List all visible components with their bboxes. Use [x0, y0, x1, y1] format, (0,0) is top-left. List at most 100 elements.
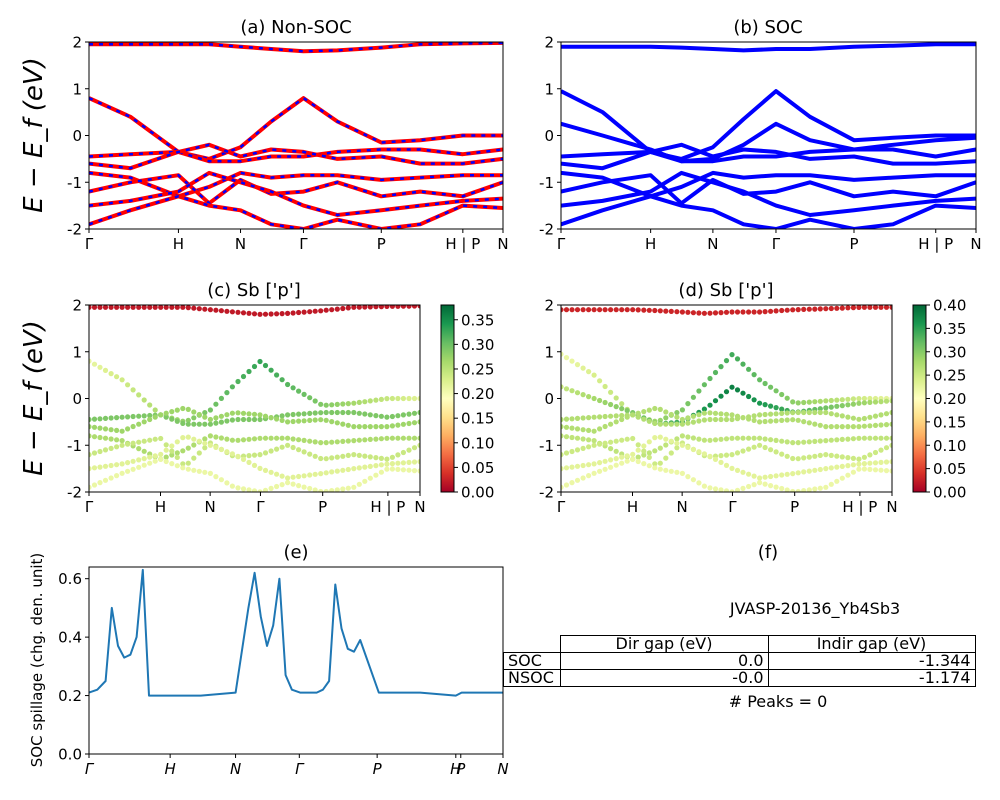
band-point: [136, 446, 142, 452]
band-point: [861, 415, 868, 422]
band-point: [563, 307, 570, 313]
band-point: [108, 427, 114, 433]
band-point: [806, 399, 812, 405]
band-point: [384, 461, 390, 467]
band-point: [262, 467, 269, 473]
band-point: [378, 469, 384, 475]
band-point: [290, 436, 296, 442]
band-point: [834, 464, 840, 470]
band-point: [652, 461, 658, 467]
band-point: [351, 409, 357, 416]
band-point: [679, 470, 686, 476]
band-point: [586, 437, 592, 443]
band-point: [406, 447, 412, 453]
band-point: [867, 305, 873, 310]
band-point: [597, 460, 603, 466]
band-point: [674, 421, 680, 427]
band-point: [296, 309, 302, 316]
band-point: [246, 436, 252, 442]
band-point: [329, 419, 335, 425]
band-point: [274, 416, 280, 422]
band-point: [635, 414, 641, 420]
band-point: [773, 308, 779, 314]
band-point: [574, 477, 581, 483]
panel-a-bands: [89, 42, 503, 229]
band-point: [202, 414, 208, 420]
indir-gap-value: -1.344: [767, 652, 976, 670]
band-point: [147, 412, 153, 419]
band-point: [768, 447, 774, 453]
band-point: [169, 448, 175, 454]
band-point: [613, 462, 619, 468]
band-point: [141, 438, 147, 444]
band-point: [779, 485, 785, 492]
band-point: [569, 416, 575, 422]
band-point: [801, 399, 807, 406]
panel-e-frame: [88, 566, 504, 755]
x-tick-label: Γ: [772, 235, 781, 253]
panel-d-title: (d) Sb ['p']: [678, 280, 773, 301]
band-point: [591, 307, 597, 313]
band-point: [663, 409, 669, 415]
band-point: [872, 460, 879, 466]
band-point: [784, 471, 790, 477]
band-point: [268, 367, 274, 373]
band-point: [574, 362, 581, 368]
peaks-label: # Peaks = 0: [729, 692, 828, 711]
band-point: [823, 306, 829, 312]
band-point: [224, 418, 230, 424]
band-point: [768, 403, 774, 409]
band-point: [240, 310, 247, 316]
band-point: [757, 442, 763, 448]
band-point: [712, 398, 719, 404]
band-point: [823, 405, 829, 411]
band-point: [685, 444, 691, 450]
band-point: [790, 410, 796, 416]
band-point: [878, 422, 884, 428]
panel-d-points: [561, 305, 892, 492]
band-point: [619, 412, 625, 419]
dir-gap-value: 0.0: [559, 652, 769, 670]
band-point: [817, 306, 823, 312]
band-point: [290, 418, 296, 425]
indir-gap-value: -1.174: [767, 669, 976, 687]
band-point: [91, 305, 98, 310]
band-point: [185, 434, 191, 440]
band-point: [823, 424, 829, 430]
band-point: [685, 420, 691, 426]
band-point: [417, 305, 420, 309]
band-point: [224, 480, 230, 486]
x-tick-label: P: [456, 760, 466, 778]
dir-gap-value: -0.0: [559, 669, 769, 687]
band-point: [701, 437, 708, 443]
band-point: [97, 305, 103, 310]
band-point: [235, 437, 241, 443]
band-point: [384, 414, 390, 420]
band-point: [757, 435, 763, 441]
band-point: [762, 418, 768, 425]
band-point: [746, 366, 752, 372]
band-point: [586, 307, 592, 313]
y-tick-label: 0: [544, 127, 554, 145]
band-point: [812, 453, 818, 459]
band-point: [125, 426, 131, 432]
x-tick-label: P: [849, 235, 858, 253]
band-point: [279, 417, 285, 423]
band-point: [602, 466, 608, 472]
band-point: [196, 306, 202, 312]
band-point: [378, 305, 384, 310]
band-point: [790, 307, 796, 313]
band-point: [674, 309, 680, 315]
band-point: [729, 489, 735, 492]
band-point: [246, 459, 252, 465]
band-point: [411, 305, 418, 309]
band-point: [801, 455, 807, 461]
band-point: [202, 469, 208, 475]
band-point: [119, 442, 125, 448]
band-point: [652, 420, 658, 426]
band-point: [136, 413, 142, 419]
band-point: [147, 402, 153, 408]
band-point: [312, 410, 318, 416]
y-tick-label: 0.4: [58, 629, 82, 647]
band-point: [136, 421, 142, 427]
